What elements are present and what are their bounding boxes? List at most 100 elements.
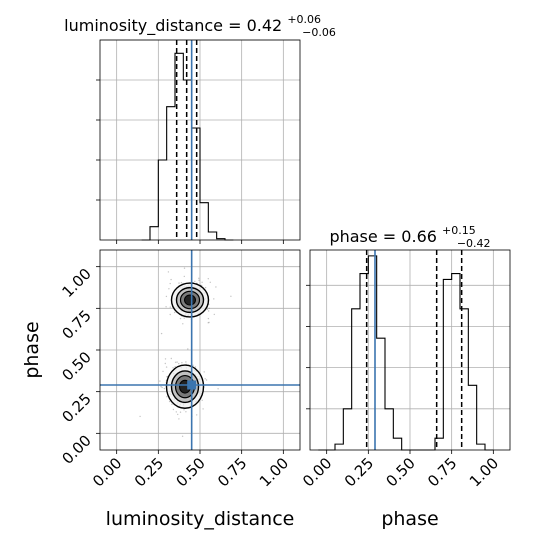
sample-point-0-29 — [167, 271, 170, 273]
d2-ytick-label-1: 0.25 — [58, 390, 94, 426]
sample-point-0-34 — [201, 281, 203, 283]
title-phase-err-plus: +0.15 — [442, 224, 476, 237]
sample-point-1-138 — [159, 380, 161, 382]
title-phase: phase = 0.66 +0.15 −0.42 — [329, 219, 490, 250]
sample-point-0-23 — [178, 282, 180, 284]
sample-point-0-96 — [207, 310, 210, 312]
sample-point-1-217 — [166, 376, 168, 378]
sample-point-1-68 — [201, 399, 203, 401]
d2-xtick-label-3: 0.75 — [214, 454, 250, 490]
sample-point-0-93 — [194, 280, 196, 283]
sample-point-1-36 — [177, 413, 179, 416]
d2-xtick-label-1: 0.25 — [131, 454, 167, 490]
title-luminosity-distance: luminosity_distance = 0.42 +0.06 −0.06 — [64, 8, 336, 39]
d2-ytick-label-4: 1.00 — [58, 265, 94, 301]
sample-point-1-14 — [171, 403, 173, 405]
density-mode-1 — [165, 364, 205, 409]
sample-point-0-62 — [183, 267, 186, 269]
panel-hist-luminosity-distance: luminosity_distance = 0.42 +0.06 −0.06 — [64, 8, 336, 244]
d2-xtick-label-4: 1.00 — [256, 454, 292, 490]
sample-point-0-53 — [207, 278, 209, 280]
hist2-xtick-label-1: 0.25 — [341, 454, 377, 490]
sample-point-1-146 — [185, 361, 187, 363]
sample-point-0-191 — [169, 306, 171, 308]
sample-point-1-201 — [160, 385, 162, 388]
sample-point-1-137 — [174, 366, 176, 368]
title-luminosity-distance-err-minus: −0.06 — [302, 26, 336, 39]
hist2-xtick-label-0: 0.00 — [299, 454, 335, 490]
title-luminosity-distance-err-plus: +0.06 — [287, 13, 321, 26]
sample-point-1-49 — [162, 370, 164, 373]
sample-point-1-131 — [202, 408, 204, 410]
sample-point-1-120 — [176, 361, 178, 363]
sample-point-1-155 — [183, 409, 185, 411]
sample-point-1-159 — [165, 366, 168, 368]
sample-point-1-203 — [205, 379, 208, 381]
sample-point-0-210 — [183, 317, 185, 319]
sample-point-0-104 — [198, 279, 200, 281]
sample-point-0-106 — [209, 281, 211, 283]
sample-point-0-129 — [208, 307, 210, 309]
sample-point-0-148 — [165, 295, 168, 298]
sample-point-0-204 — [207, 317, 210, 320]
sample-point-0-200 — [183, 275, 185, 278]
hist2-histogram-step — [318, 255, 494, 451]
x-axis-label-luminosity-distance: luminosity_distance — [106, 508, 295, 530]
sample-point-1-0 — [187, 348, 189, 350]
sample-point-1-19 — [194, 366, 197, 368]
sample-point-1-208 — [185, 411, 187, 413]
sample-point-0-196 — [180, 282, 183, 284]
sample-point-1-84 — [181, 362, 183, 364]
d2-ytick-label-3: 0.75 — [58, 306, 94, 342]
sample-point-1-125 — [164, 358, 167, 360]
sample-point-0-60 — [206, 308, 209, 311]
d2-xtick-label-0: 0.00 — [89, 454, 125, 490]
sample-point-1-101 — [192, 364, 194, 366]
contour-0-3 — [184, 294, 196, 306]
sample-point-1-26 — [203, 371, 205, 373]
sample-point-0-30 — [198, 277, 200, 279]
panel-hist-phase: 0.00 0.25 0.50 0.75 1.00 phase = 0.66 +0.15 … — [299, 219, 511, 490]
sample-point-1-54 — [164, 362, 166, 365]
sample-point-0-187 — [182, 323, 184, 325]
sample-point-1-62 — [178, 418, 180, 420]
x-axis-label-phase: phase — [381, 508, 438, 530]
sample-point-1-204 — [172, 408, 175, 411]
sample-point-1-168 — [181, 435, 184, 437]
d2-ytick-label-0: 0.00 — [58, 431, 94, 467]
hist2-xtick-label-2: 0.50 — [382, 454, 418, 490]
sample-point-0-21 — [169, 282, 171, 285]
title-phase-err-minus: −0.42 — [457, 237, 491, 250]
hist2-xtick-label-4: 1.00 — [466, 454, 502, 490]
sample-point-1-73 — [163, 387, 166, 390]
d2-truth-marker — [187, 380, 197, 390]
hist2-xtick-label-3: 0.75 — [424, 454, 460, 490]
hist1-histogram-step — [141, 52, 234, 241]
density-mode-0 — [170, 282, 210, 318]
sample-point-1-170 — [172, 367, 174, 369]
sample-point-0-219 — [208, 321, 210, 324]
sample-point-0-194 — [165, 306, 167, 308]
sample-point-0-86 — [169, 313, 171, 316]
sample-point-1-108 — [166, 396, 168, 398]
panel-2d-density: 0.00 0.25 0.50 0.75 1.00 0.000.250.500.751.0… — [58, 249, 301, 490]
sample-point-0-79 — [215, 286, 217, 288]
title-luminosity-distance-text: luminosity_distance = 0.42 — [64, 16, 282, 36]
sample-point-1-3 — [168, 400, 171, 403]
sample-point-1-209 — [170, 357, 172, 360]
sample-point-1-43 — [139, 415, 141, 418]
d2-ytick-label-2: 0.50 — [58, 348, 94, 384]
sample-point-0-176 — [207, 322, 209, 324]
sample-point-1-105 — [217, 388, 219, 390]
sample-point-1-91 — [204, 378, 206, 380]
sample-point-0-170 — [168, 288, 170, 290]
sample-point-0-214 — [179, 317, 182, 320]
sample-point-1-110 — [161, 386, 163, 389]
sample-point-0-213 — [160, 332, 163, 335]
y-axis-label-phase: phase — [21, 321, 43, 378]
sample-point-0-26 — [213, 298, 215, 300]
sample-point-1-24 — [179, 411, 182, 413]
d2-xtick-label-2: 0.50 — [172, 454, 208, 490]
sample-point-0-195 — [204, 286, 207, 289]
